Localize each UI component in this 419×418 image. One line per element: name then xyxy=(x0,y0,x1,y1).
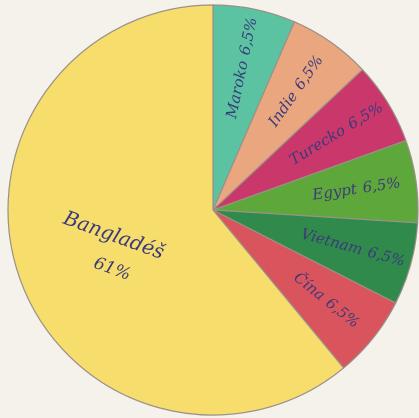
chart: Maroko6,5%Indie6,5%Turecko6,5%Egypt6,5%V… xyxy=(0,0,419,418)
